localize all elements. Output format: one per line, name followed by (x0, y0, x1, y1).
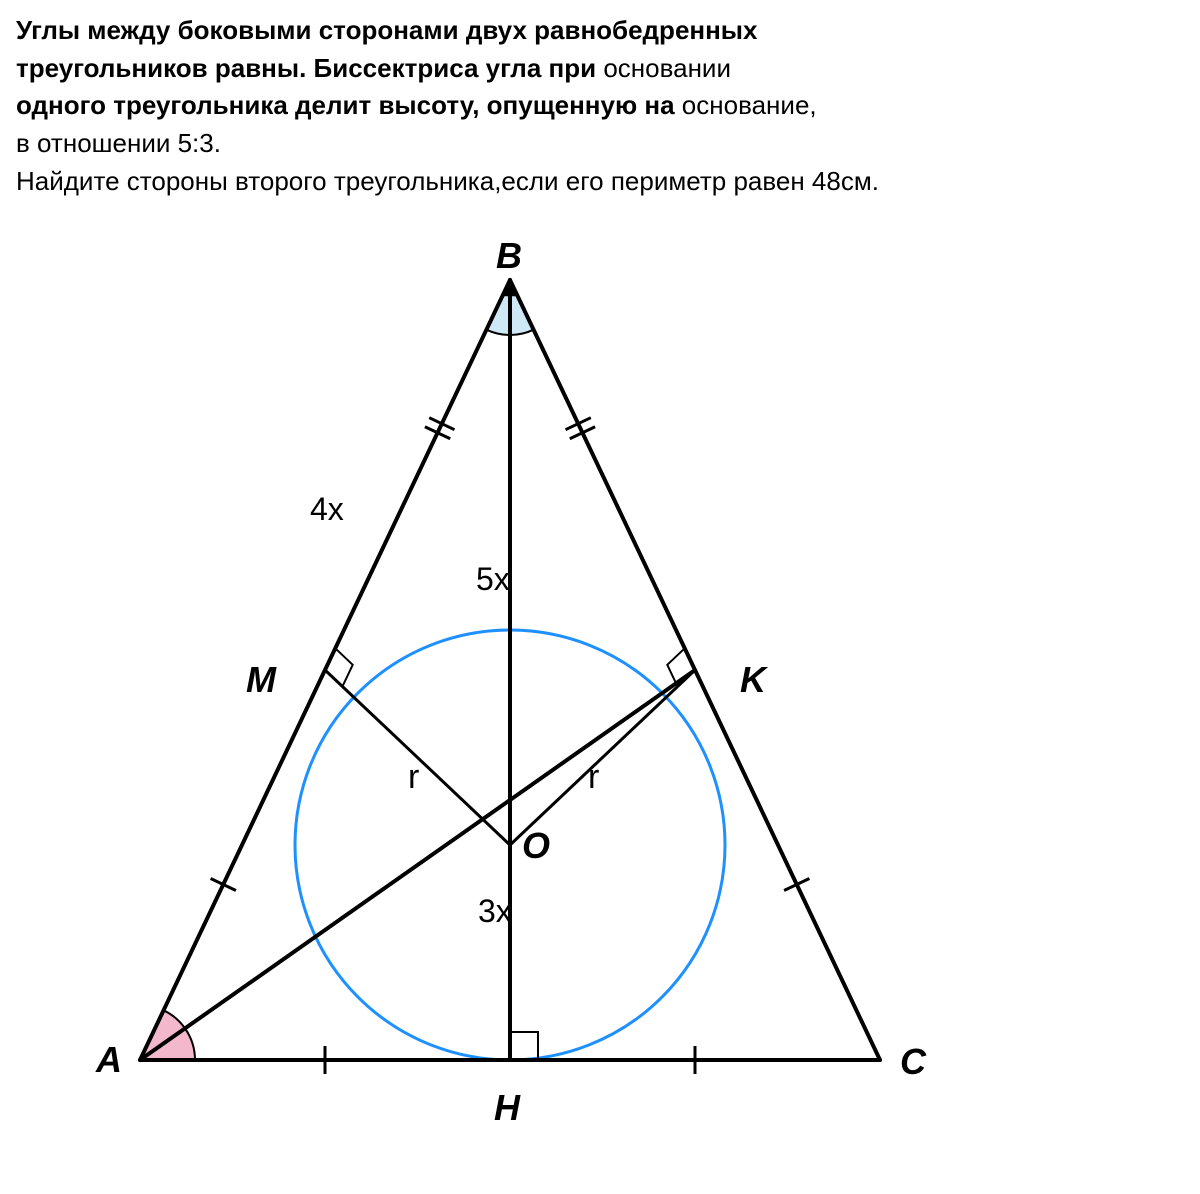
label-r2: r (588, 758, 599, 796)
problem-line-2b: основании (603, 53, 731, 83)
geometry-figure: A B C M K O H 4x 5x 3x r r (60, 240, 960, 1160)
page-root: Углы между боковыми сторонами двух равно… (0, 0, 1200, 1194)
label-seg_4x: 4x (310, 491, 344, 527)
label-H: H (494, 1087, 521, 1128)
problem-line-3a: одного треугольника делит высоту, опущен… (16, 90, 675, 120)
problem-line-4: в отношении 5:3. (16, 128, 221, 158)
label-r1: r (408, 758, 419, 796)
label-O: O (522, 825, 550, 866)
problem-line-1: Углы между боковыми сторонами двух равно… (16, 15, 757, 45)
label-A: A (95, 1039, 122, 1080)
label-K: K (740, 659, 769, 700)
label-B: B (496, 240, 522, 276)
label-C: C (900, 1041, 927, 1082)
problem-line-3b: основание, (682, 90, 817, 120)
label-seg_5x: 5x (476, 561, 510, 597)
label-seg_3x: 3x (478, 893, 512, 929)
problem-statement: Углы между боковыми сторонами двух равно… (16, 12, 1176, 200)
label-M: M (246, 659, 277, 700)
problem-line-5: Найдите стороны второго треугольника,есл… (16, 166, 879, 196)
problem-line-2a: треугольников равны. Биссектриса угла пр… (16, 53, 596, 83)
